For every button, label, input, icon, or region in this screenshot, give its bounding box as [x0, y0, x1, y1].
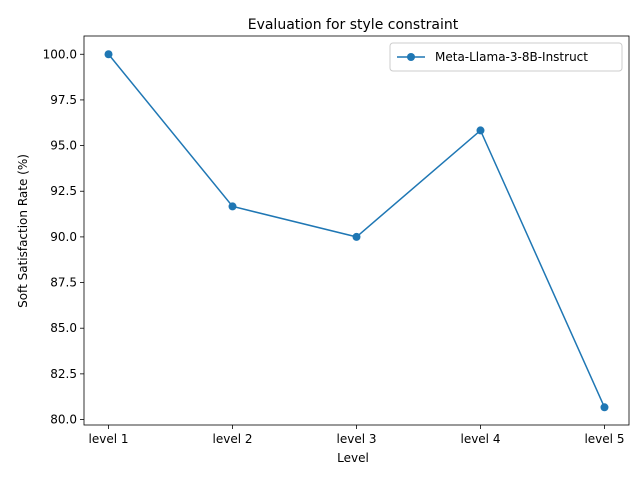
y-tick-label: 85.0 [50, 321, 77, 335]
y-tick-label: 90.0 [50, 230, 77, 244]
y-tick-label: 97.5 [50, 93, 77, 107]
y-tick-label: 82.5 [50, 367, 77, 381]
x-tick-label: level 2 [213, 432, 253, 446]
y-tick-label: 80.0 [50, 413, 77, 427]
x-axis: level 1 level 2 level 3 level 4 level 5 [89, 425, 624, 446]
x-tick-label: level 1 [89, 432, 129, 446]
x-tick-label: level 4 [460, 432, 500, 446]
legend-label: Meta-Llama-3-8B-Instruct [435, 50, 588, 64]
legend-box [389, 42, 623, 72]
x-tick-label: level 3 [337, 432, 377, 446]
y-tick-label: 92.5 [50, 184, 77, 198]
y-axis-label: Soft Satisfaction Rate (%) [16, 154, 30, 308]
x-axis-label: Level [337, 451, 369, 465]
legend-marker [407, 53, 415, 61]
legend: Meta-Llama-3-8B-Instruct [389, 42, 623, 72]
data-point [600, 403, 609, 412]
y-tick-label: 95.0 [50, 139, 77, 153]
data-point [352, 232, 361, 241]
y-tick-label: 87.5 [50, 276, 77, 290]
data-point [228, 202, 237, 211]
data-point [104, 50, 113, 59]
data-point [476, 126, 485, 135]
y-tick-label: 100.0 [43, 47, 77, 61]
plot-area [83, 35, 630, 426]
series-layer [104, 50, 609, 412]
chart-title: Evaluation for style constraint [248, 17, 459, 33]
y-axis: 80.0 82.5 85.0 87.5 90.0 92.5 95.0 97.5 100.0 [43, 47, 84, 427]
x-tick-label: level 5 [584, 432, 624, 446]
